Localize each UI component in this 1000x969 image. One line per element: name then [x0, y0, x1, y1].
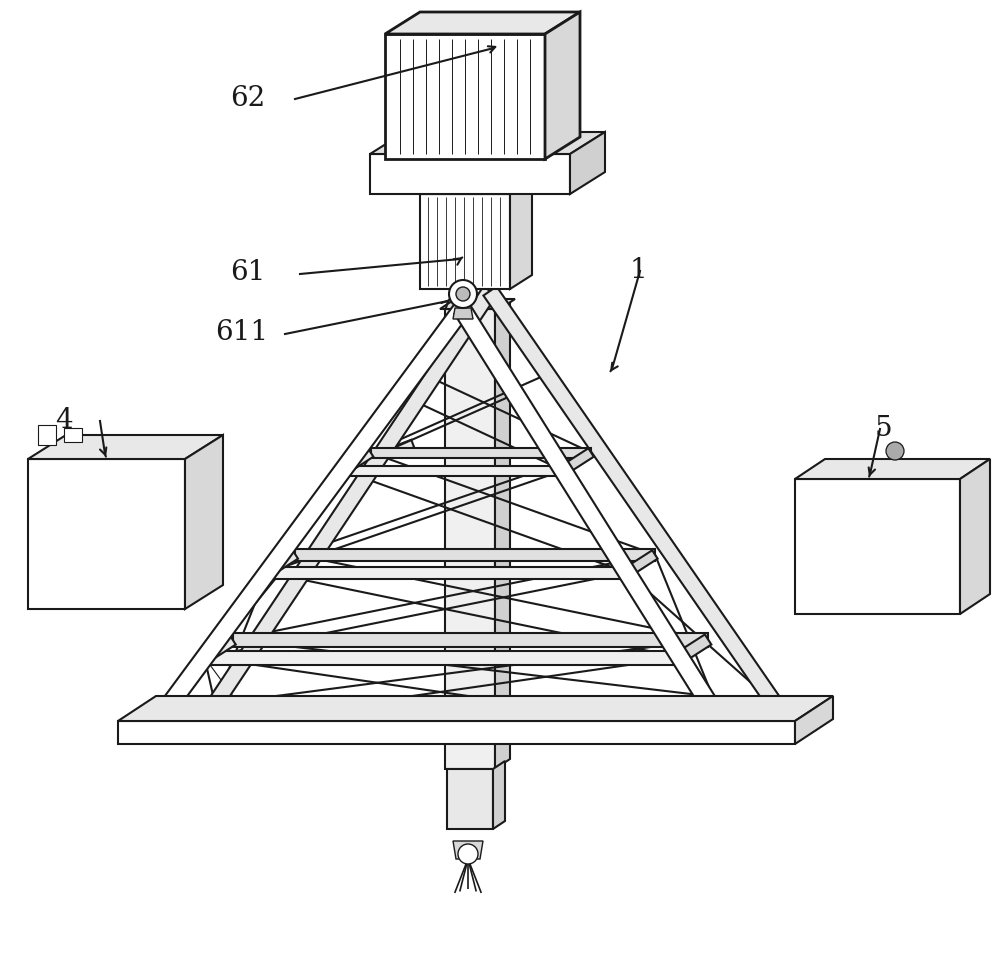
Circle shape	[449, 281, 477, 309]
Polygon shape	[560, 449, 594, 475]
Polygon shape	[343, 466, 563, 476]
Circle shape	[456, 288, 470, 301]
Text: 4: 4	[55, 406, 73, 433]
Polygon shape	[64, 428, 82, 442]
Polygon shape	[420, 181, 532, 195]
Polygon shape	[267, 567, 627, 578]
Polygon shape	[420, 195, 510, 290]
Polygon shape	[453, 309, 473, 320]
Polygon shape	[38, 425, 56, 445]
Polygon shape	[385, 35, 545, 160]
Polygon shape	[295, 548, 655, 561]
Polygon shape	[795, 697, 833, 744]
Polygon shape	[201, 635, 236, 663]
Polygon shape	[454, 305, 736, 739]
Polygon shape	[960, 459, 990, 614]
Polygon shape	[340, 449, 373, 475]
Polygon shape	[545, 13, 580, 160]
Text: 62: 62	[230, 84, 265, 111]
Polygon shape	[118, 697, 833, 721]
Polygon shape	[371, 448, 591, 458]
Text: 1: 1	[630, 256, 648, 283]
Polygon shape	[118, 721, 795, 744]
Circle shape	[458, 844, 478, 864]
Polygon shape	[795, 480, 960, 614]
Polygon shape	[795, 459, 990, 480]
Polygon shape	[624, 550, 658, 578]
Polygon shape	[28, 435, 223, 459]
Polygon shape	[677, 635, 711, 663]
Polygon shape	[208, 287, 497, 708]
Polygon shape	[185, 435, 223, 610]
Polygon shape	[370, 133, 605, 155]
Polygon shape	[233, 633, 708, 647]
Polygon shape	[483, 287, 782, 708]
Polygon shape	[453, 841, 483, 860]
Polygon shape	[265, 550, 298, 578]
Polygon shape	[570, 133, 605, 195]
Polygon shape	[28, 459, 185, 610]
Text: 61: 61	[230, 260, 265, 286]
Polygon shape	[440, 299, 515, 310]
Polygon shape	[493, 762, 505, 829]
Polygon shape	[141, 304, 469, 739]
Polygon shape	[205, 651, 680, 665]
Polygon shape	[495, 299, 510, 769]
Text: 611: 611	[215, 319, 268, 346]
Polygon shape	[447, 769, 493, 829]
Polygon shape	[370, 155, 570, 195]
Polygon shape	[445, 310, 495, 769]
Circle shape	[886, 443, 904, 460]
Polygon shape	[385, 13, 580, 35]
Polygon shape	[341, 440, 414, 475]
Polygon shape	[510, 181, 532, 290]
Text: 5: 5	[875, 414, 893, 441]
